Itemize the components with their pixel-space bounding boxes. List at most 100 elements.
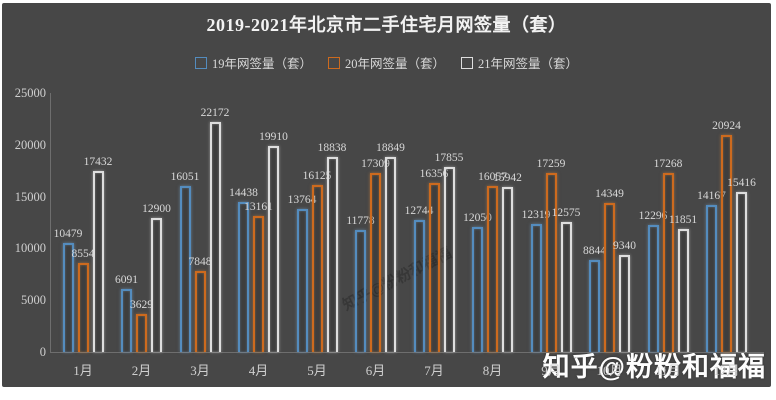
x-tick-label: 2月 bbox=[131, 363, 152, 378]
bar-19年网签量（套）-2月 bbox=[121, 288, 132, 352]
zhihu-watermark: 知乎@粉粉和福福 bbox=[542, 352, 766, 382]
bar-21年网签量（套）-1月 bbox=[92, 171, 104, 352]
value-label: 12575 bbox=[551, 206, 581, 219]
bar-20年网签量（套）-1月 bbox=[77, 263, 89, 352]
value-label: 3629 bbox=[130, 299, 153, 312]
bar-19年网签量（套）-11月 bbox=[647, 224, 659, 352]
value-label: 12050 bbox=[463, 212, 492, 225]
bar-20年网签量（套）-10月 bbox=[604, 203, 615, 352]
value-label: 17268 bbox=[653, 158, 683, 171]
x-tick-label: 4月 bbox=[248, 363, 269, 378]
bar-19年网签量（套）-7月 bbox=[413, 219, 425, 352]
bar-21年网签量（套）-2月 bbox=[151, 218, 162, 352]
y-tick-label: 15000 bbox=[14, 189, 46, 204]
y-tick-label: 10000 bbox=[14, 241, 46, 256]
x-tick-label: 6月 bbox=[365, 363, 386, 378]
bar-20年网签量（套）-7月 bbox=[428, 182, 440, 352]
value-label: 8844 bbox=[583, 245, 606, 258]
legend-item-2: 21年网签量（套） bbox=[461, 53, 578, 72]
value-label: 14349 bbox=[595, 188, 624, 201]
bar-20年网签量（套）-6月 bbox=[370, 172, 381, 352]
bar-20年网签量（套）-4月 bbox=[253, 215, 264, 352]
x-tick-label: 1月 bbox=[73, 363, 93, 378]
x-tick-label: 9月 bbox=[541, 363, 561, 378]
y-axis-line bbox=[50, 93, 51, 352]
value-label: 13764 bbox=[287, 194, 317, 207]
value-label: 16356 bbox=[419, 167, 449, 180]
value-label: 16057 bbox=[478, 170, 507, 183]
bar-19年网签量（套）-12月 bbox=[706, 205, 717, 352]
bar-19年网签量（套）-3月 bbox=[179, 185, 191, 352]
value-label: 17432 bbox=[83, 156, 113, 169]
bar-21年网签量（套）-10月 bbox=[619, 255, 630, 352]
value-label: 12744 bbox=[404, 204, 434, 217]
value-label: 13161 bbox=[244, 200, 273, 213]
value-label: 14438 bbox=[229, 187, 258, 200]
x-tick-label: 12月 bbox=[713, 363, 740, 378]
value-label: 9340 bbox=[613, 240, 636, 253]
value-label: 14167 bbox=[697, 190, 726, 203]
bar-20年网签量（套）-3月 bbox=[194, 270, 206, 352]
x-tick-label: 5月 bbox=[307, 363, 327, 378]
value-label: 15416 bbox=[727, 177, 756, 190]
value-label: 12319 bbox=[521, 209, 551, 222]
chart-panel: 2019-2021年北京市二手住宅月网签量（套） 19年网签量（套） 20年网签量… bbox=[2, 3, 771, 387]
bar-19年网签量（套）-6月 bbox=[355, 229, 366, 352]
x-tick-label: 11月 bbox=[655, 363, 681, 378]
y-tick-label: 5000 bbox=[21, 293, 46, 308]
legend-label: 21年网签量（套） bbox=[478, 57, 579, 71]
legend-label: 20年网签量（套） bbox=[344, 57, 445, 71]
value-label: 22172 bbox=[200, 107, 230, 120]
legend-marker-icon bbox=[194, 56, 207, 69]
value-label: 18849 bbox=[376, 141, 405, 154]
value-label: 15942 bbox=[493, 171, 522, 184]
x-tick-label: 7月 bbox=[424, 363, 444, 378]
value-label: 11851 bbox=[668, 214, 698, 227]
bar-21年网签量（套）-12月 bbox=[736, 192, 747, 352]
bar-21年网签量（套）-4月 bbox=[268, 145, 279, 352]
bar-20年网签量（套）-8月 bbox=[487, 185, 498, 352]
bar-19年网签量（套）-10月 bbox=[589, 260, 600, 352]
value-label: 19910 bbox=[259, 130, 288, 143]
x-tick-label: 3月 bbox=[190, 363, 210, 378]
bar-20年网签量（套）-12月 bbox=[721, 135, 732, 352]
value-label: 12296 bbox=[638, 209, 668, 222]
chart-title: 2019-2021年北京市二手住宅月网签量（套） bbox=[206, 15, 567, 35]
legend-item-0: 19年网签量（套） bbox=[194, 53, 312, 72]
value-label: 17309 bbox=[361, 157, 390, 170]
value-label: 17259 bbox=[536, 158, 566, 171]
bar-20年网签量（套）-2月 bbox=[136, 314, 147, 352]
value-label: 10479 bbox=[53, 228, 83, 241]
x-tick-label: 10月 bbox=[596, 363, 623, 378]
value-label: 7848 bbox=[188, 255, 212, 268]
bar-19年网签量（套）-5月 bbox=[296, 209, 308, 352]
bar-20年网签量（套）-5月 bbox=[311, 184, 323, 352]
bar-21年网签量（套）-6月 bbox=[385, 156, 396, 352]
x-tick-label: 8月 bbox=[482, 363, 503, 378]
value-label: 8554 bbox=[71, 248, 95, 261]
bar-19年网签量（套）-9月 bbox=[530, 224, 542, 352]
value-label: 11778 bbox=[346, 214, 375, 227]
legend-label: 19年网签量（套） bbox=[211, 57, 312, 71]
value-label: 20924 bbox=[712, 120, 741, 133]
value-label: 18838 bbox=[317, 141, 347, 154]
bar-19年网签量（套）-1月 bbox=[62, 243, 74, 352]
value-label: 6091 bbox=[115, 273, 138, 286]
y-tick-label: 20000 bbox=[14, 137, 46, 152]
bar-20年网签量（套）-11月 bbox=[662, 173, 674, 352]
bar-21年网签量（套）-7月 bbox=[443, 167, 455, 352]
value-label: 12900 bbox=[142, 203, 171, 216]
legend: 19年网签量（套） 20年网签量（套） 21年网签量（套） bbox=[2, 53, 771, 72]
legend-marker-icon bbox=[327, 56, 340, 69]
bar-21年网签量（套）-11月 bbox=[677, 229, 689, 352]
bar-20年网签量（套）-9月 bbox=[545, 173, 557, 352]
bar-21年网签量（套）-5月 bbox=[326, 156, 338, 352]
bar-19年网签量（套）-4月 bbox=[238, 202, 249, 352]
bar-21年网签量（套）-8月 bbox=[502, 186, 513, 352]
y-tick-label: 25000 bbox=[14, 86, 46, 100]
bar-21年网签量（套）-3月 bbox=[209, 122, 221, 352]
y-tick-label: 0 bbox=[39, 345, 46, 359]
bar-21年网签量（套）-9月 bbox=[560, 221, 572, 352]
value-label: 17855 bbox=[434, 152, 464, 165]
x-axis-line bbox=[50, 352, 764, 353]
